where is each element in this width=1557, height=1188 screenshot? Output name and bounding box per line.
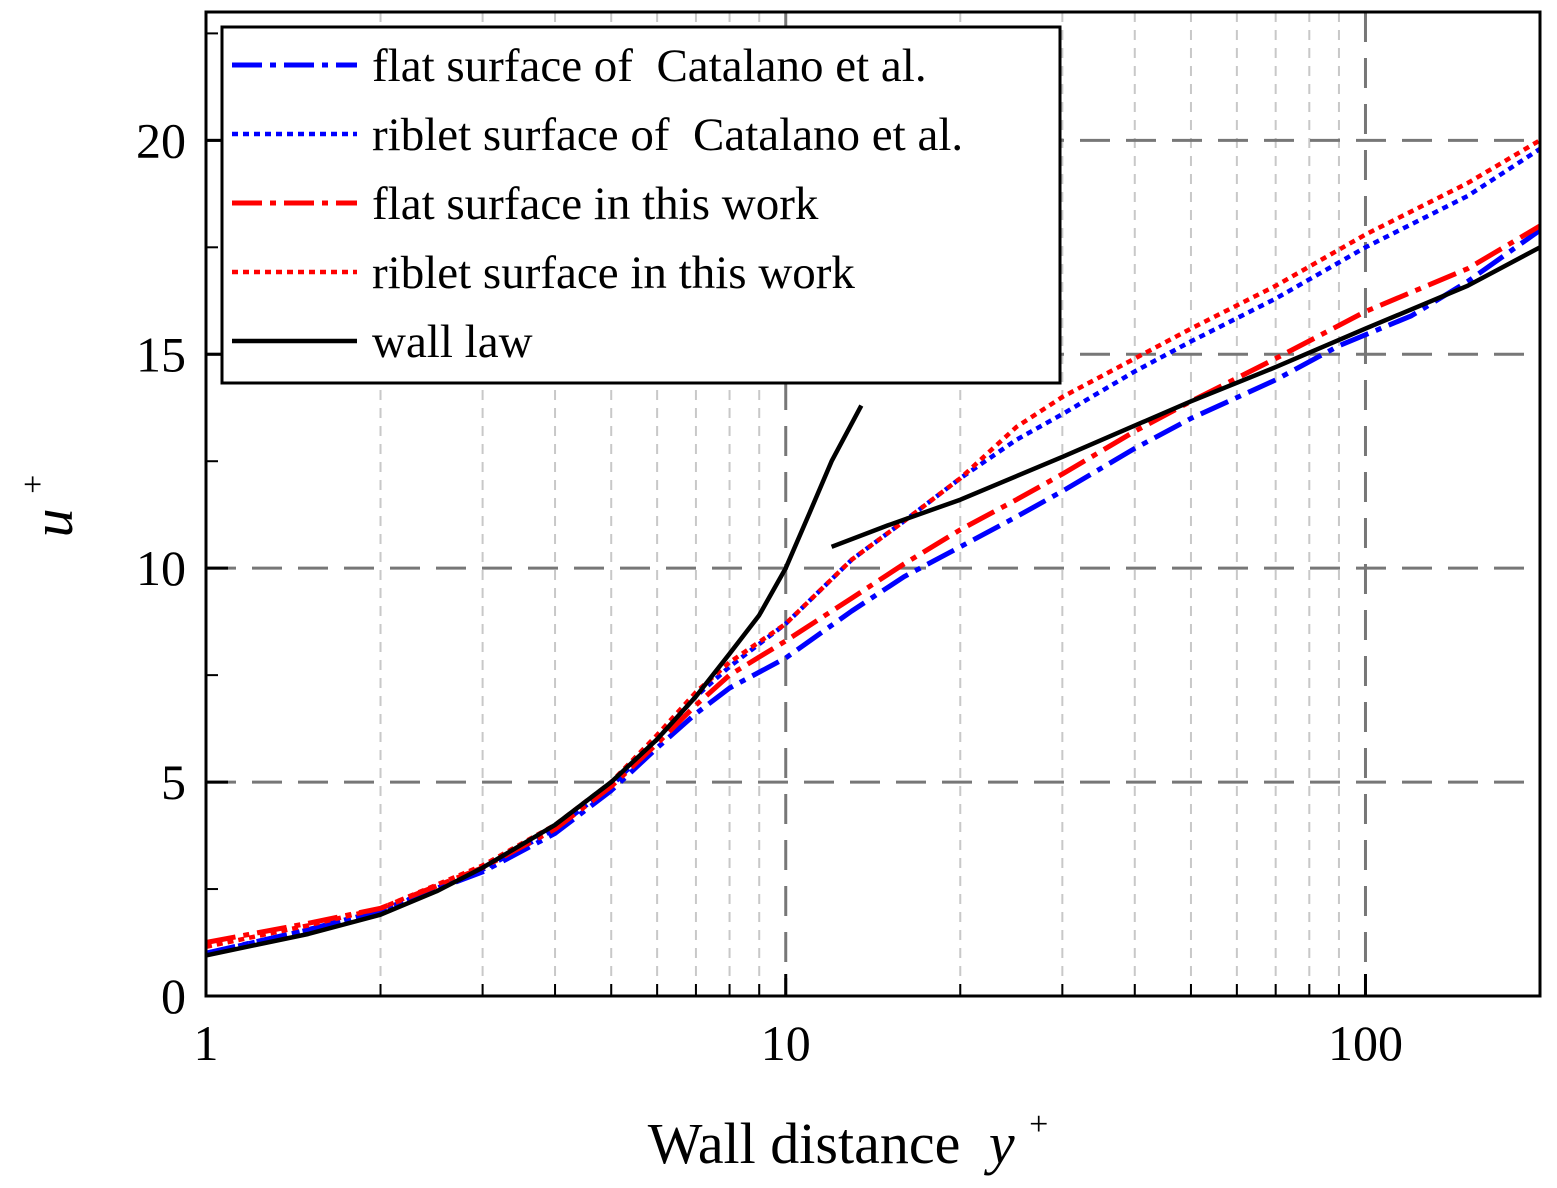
series-line-riblet-surface-in-this-work — [205, 138, 1542, 950]
y-tick-label: 5 — [161, 754, 186, 810]
series-line-flat-surface-of-catalano-et-al — [205, 228, 1542, 956]
y-axis-superscript: + — [15, 475, 52, 494]
legend-label-flat-surface-of-catalano-et-al: flat surface of Catalano et al. — [372, 40, 927, 92]
x-axis-superscript: + — [1029, 1106, 1048, 1143]
x-tick-label: 100 — [1328, 1015, 1403, 1071]
x-axis-variable: y — [984, 1111, 1015, 1176]
legend-box — [220, 25, 1062, 385]
x-axis-label: Wall distance — [648, 1111, 961, 1176]
legend-label-wall-law: wall law — [372, 316, 533, 368]
y-tick-label: 10 — [136, 540, 186, 596]
y-axis-variable: u — [20, 508, 85, 537]
x-axis-title: Wall distance y + — [648, 1106, 1049, 1176]
x-tick-label: 10 — [761, 1015, 811, 1071]
legend-entries: flat surface of Catalano et al. riblet su… — [232, 40, 963, 368]
ticks-layer: 1 10 100 0 5 10 15 20 — [136, 32, 1541, 1071]
y-tick-label: 0 — [161, 968, 186, 1024]
legend: flat surface of Catalano et al. riblet su… — [220, 25, 1062, 385]
series-line-wall-law — [830, 245, 1542, 549]
y-axis-title-text: u + — [15, 475, 85, 538]
series-line-wall-law — [205, 404, 864, 958]
y-tick-label: 15 — [136, 326, 186, 382]
x-tick-label: 1 — [194, 1015, 219, 1071]
legend-label-riblet-surface-of-catalano-et-al: riblet surface of Catalano et al. — [372, 109, 963, 161]
legend-label-flat-surface-in-this-work: flat surface in this work — [372, 178, 819, 230]
legend-label-riblet-surface-in-this-work: riblet surface in this work — [372, 247, 855, 299]
y-tick-label: 20 — [136, 112, 186, 168]
series-layer — [205, 138, 1542, 958]
plot-frame — [204, 10, 1542, 998]
y-axis-title: u + — [15, 475, 85, 538]
